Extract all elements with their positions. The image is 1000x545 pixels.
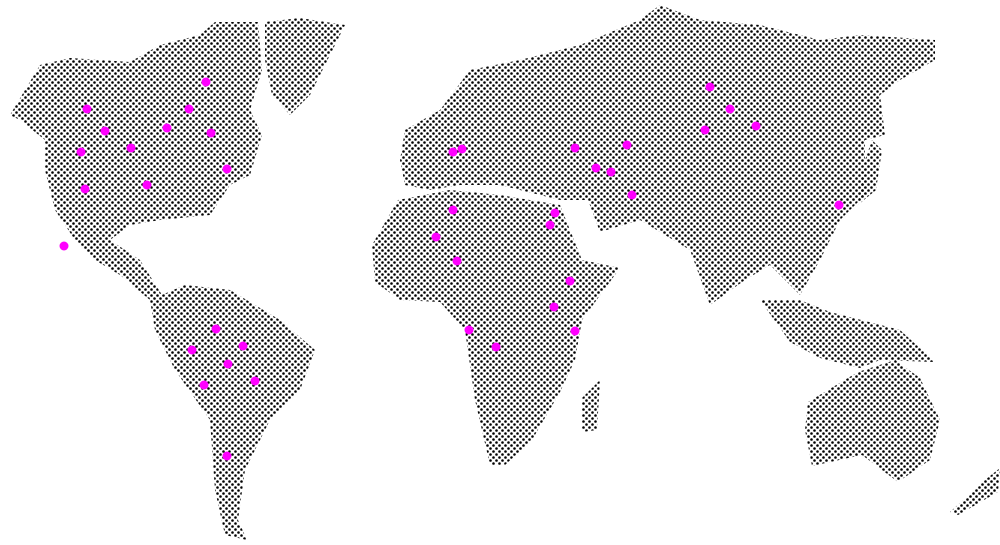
region-japan [858,140,882,205]
location-marker[interactable] [206,128,216,138]
location-marker[interactable] [464,325,474,335]
location-marker[interactable] [76,147,86,157]
location-marker[interactable] [457,144,467,154]
location-marker[interactable] [570,143,580,153]
region-greenland [265,18,345,115]
location-marker[interactable] [222,451,232,461]
location-marker[interactable] [223,359,233,369]
region-australia [805,360,940,482]
location-marker[interactable] [448,205,458,215]
location-marker[interactable] [201,77,211,87]
location-marker[interactable] [431,232,441,242]
region-madagascar [582,380,600,432]
location-marker[interactable] [162,123,172,133]
location-marker[interactable] [59,241,69,251]
region-new-zealand [950,468,1000,515]
location-marker[interactable] [452,256,462,266]
location-marker[interactable] [751,121,761,131]
location-marker[interactable] [491,342,501,352]
location-marker[interactable] [550,208,560,218]
land-masses [10,5,1000,540]
location-marker[interactable] [199,380,209,390]
region-southeast-asia-islands [760,300,935,368]
location-marker[interactable] [700,125,710,135]
location-marker[interactable] [549,302,559,312]
location-marker[interactable] [705,82,715,92]
location-marker[interactable] [565,276,575,286]
location-marker[interactable] [591,163,601,173]
region-north-america [10,22,262,300]
location-marker[interactable] [622,140,632,150]
location-marker[interactable] [250,376,260,386]
location-marker[interactable] [142,180,152,190]
location-markers [59,77,844,461]
location-marker[interactable] [184,104,194,114]
location-marker[interactable] [606,167,616,177]
location-marker[interactable] [222,164,232,174]
location-marker[interactable] [187,345,197,355]
location-marker[interactable] [448,147,458,157]
location-marker[interactable] [211,324,221,334]
location-marker[interactable] [834,200,844,210]
location-marker[interactable] [100,126,110,136]
location-marker[interactable] [80,184,90,194]
location-marker[interactable] [570,326,580,336]
location-marker[interactable] [545,220,555,230]
location-marker[interactable] [238,341,248,351]
location-marker[interactable] [725,104,735,114]
region-eurasia [400,5,935,305]
region-south-america [150,285,315,540]
location-marker[interactable] [82,104,92,114]
location-marker[interactable] [126,143,136,153]
location-marker[interactable] [627,190,637,200]
region-africa [372,190,620,465]
